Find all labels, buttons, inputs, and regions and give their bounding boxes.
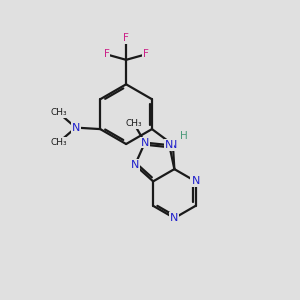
Text: N: N xyxy=(169,140,177,150)
Text: F: F xyxy=(142,50,148,59)
Text: N: N xyxy=(141,138,149,148)
Text: CH₃: CH₃ xyxy=(50,138,67,147)
Text: F: F xyxy=(104,50,110,59)
Text: N: N xyxy=(72,123,80,133)
Text: N: N xyxy=(191,176,200,186)
Text: CH₃: CH₃ xyxy=(126,119,142,128)
Text: H: H xyxy=(180,131,188,141)
Text: CH₃: CH₃ xyxy=(50,108,67,117)
Text: N: N xyxy=(131,160,139,170)
Text: N: N xyxy=(170,213,178,223)
Text: N: N xyxy=(165,140,173,150)
Text: F: F xyxy=(123,33,129,43)
